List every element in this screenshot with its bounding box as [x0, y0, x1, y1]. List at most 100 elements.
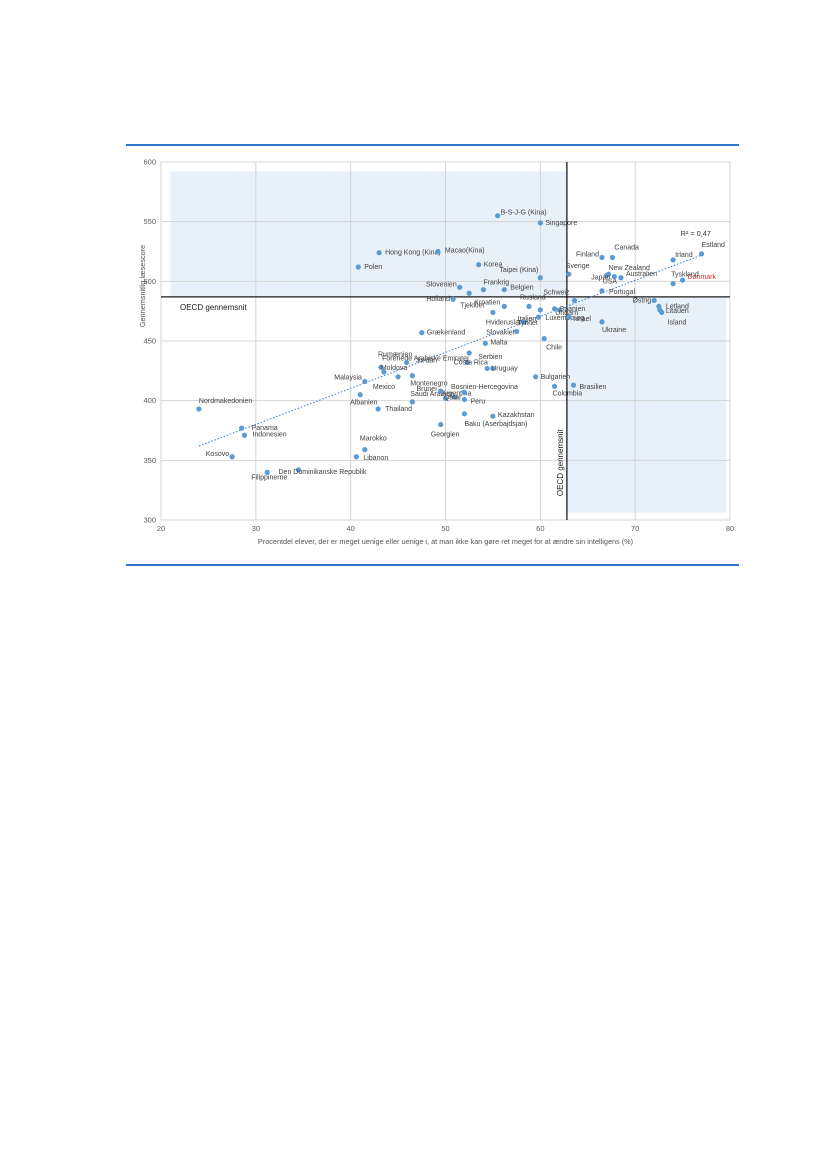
- point-label: B-S-J-G (Kina): [501, 210, 547, 217]
- grid-lines: [160, 161, 731, 521]
- shade-top-left: [170, 171, 567, 297]
- data-point: [229, 454, 235, 460]
- point-label: Tjekkiet: [460, 302, 484, 309]
- data-point: [484, 365, 490, 372]
- top-rule: [126, 144, 739, 146]
- trendline-path: [198, 254, 702, 447]
- y-tick-label: 350: [143, 456, 156, 465]
- data-point: [241, 432, 248, 438]
- point-label: Montenegro: [410, 381, 447, 388]
- data-point: [450, 296, 456, 302]
- point-label: Albanien: [350, 400, 377, 407]
- point-label: Brasilien: [580, 384, 607, 391]
- point-label: Uruguay: [491, 365, 518, 372]
- point-label: Portugal: [609, 289, 636, 296]
- point-label: Hong Kong (Kina): [385, 250, 441, 257]
- data-point: [264, 469, 270, 475]
- data-point: [409, 373, 415, 379]
- data-point: [571, 297, 578, 304]
- data-point: [599, 254, 605, 261]
- data-point: [404, 359, 410, 366]
- data-point: [566, 314, 572, 320]
- data-point: [514, 328, 520, 335]
- point-label: Malaysia: [334, 375, 362, 382]
- data-point: [442, 395, 449, 401]
- point-label: Libanon: [363, 455, 388, 462]
- point-label: Georgien: [431, 432, 460, 439]
- point-label: Tyskland: [671, 272, 699, 279]
- point-label: Irland: [675, 252, 693, 259]
- point-label: Jordan: [416, 357, 438, 364]
- point-label: Bulgarien: [541, 374, 571, 381]
- data-point: [438, 388, 444, 394]
- point-label: Holland: [426, 296, 450, 303]
- data-point: [362, 446, 368, 453]
- data-point: [196, 406, 202, 412]
- data-point: [570, 382, 577, 388]
- data-point: [490, 309, 496, 315]
- point-label: Indonesien: [252, 431, 286, 438]
- point-label: Slovakiet: [486, 329, 514, 336]
- y-tick-label: 400: [143, 396, 156, 405]
- data-points: B-S-J-G (Kina) Singapore Estland Canada Finl…: [196, 210, 725, 481]
- data-point: [551, 306, 558, 312]
- data-point: [375, 406, 381, 412]
- point-label: Korea: [484, 262, 503, 269]
- point-label: Belgien: [510, 285, 533, 292]
- data-point: [537, 307, 543, 313]
- point-label: Saudi Arabien: [410, 391, 454, 398]
- data-point: [537, 220, 543, 226]
- point-label: Grækenland: [427, 330, 466, 337]
- point-label: Peru: [470, 398, 485, 405]
- oecd-vertical-label: OECD gennemsnit: [556, 429, 565, 496]
- point-label: Forenede Arabiske Emirater: [382, 355, 470, 362]
- point-label: Finland: [576, 251, 599, 258]
- data-point: [457, 284, 463, 290]
- point-label: Canada: [614, 244, 639, 251]
- point-label: Danmark: [688, 274, 717, 281]
- data-point: [353, 454, 359, 460]
- data-point: [395, 374, 401, 380]
- point-label: Kroatien: [474, 299, 500, 306]
- data-point: [464, 359, 470, 366]
- point-label: Ungarn: [555, 310, 578, 317]
- point-label: Polen: [364, 264, 382, 271]
- x-axis-label: Procentdel elever, der er meget uenige e…: [258, 537, 633, 546]
- data-point: [466, 290, 472, 296]
- point-label: Hviderusland: [486, 319, 527, 326]
- data-point: [461, 396, 468, 403]
- data-point: [566, 271, 572, 277]
- data-point: [482, 340, 488, 346]
- data-point: [466, 350, 472, 356]
- point-label: Filippinerne: [251, 474, 287, 481]
- point-label: Serbien: [478, 354, 502, 361]
- data-point: [480, 287, 487, 293]
- point-label: Israel: [574, 316, 592, 323]
- r-squared-label: R² = 0,47: [681, 229, 711, 238]
- point-label: Baku (Aserbajdsjan): [464, 421, 527, 428]
- point-label: Taipei (Kina): [499, 267, 538, 274]
- point-label: Sverige: [566, 263, 590, 270]
- point-label: Brunei: [417, 386, 438, 393]
- data-point: [535, 314, 542, 320]
- data-point: [495, 213, 501, 219]
- point-label: Slovenien: [426, 281, 457, 288]
- data-point: [501, 303, 507, 309]
- y-tick-label: 600: [143, 158, 156, 167]
- point-label: Island: [668, 319, 687, 326]
- data-point: [618, 275, 624, 281]
- point-label: Australien: [626, 271, 657, 278]
- data-point: [604, 272, 610, 278]
- data-point: [520, 319, 526, 325]
- data-point: [409, 399, 415, 405]
- point-label: USA: [603, 278, 618, 285]
- oecd-reference-lines: OECD gennemsnit OECD gennemsnit: [161, 162, 730, 520]
- point-label: Bosnien-Hercegovina: [451, 384, 518, 391]
- point-label: Kazakhstan: [498, 412, 535, 419]
- point-label: Den Dominikanske Republik: [279, 469, 367, 476]
- point-label: Frankrig: [483, 280, 509, 287]
- y-tick-label: 300: [143, 516, 156, 525]
- x-tick-label: 50: [441, 524, 449, 533]
- data-point: [670, 281, 676, 287]
- data-point: [461, 389, 468, 395]
